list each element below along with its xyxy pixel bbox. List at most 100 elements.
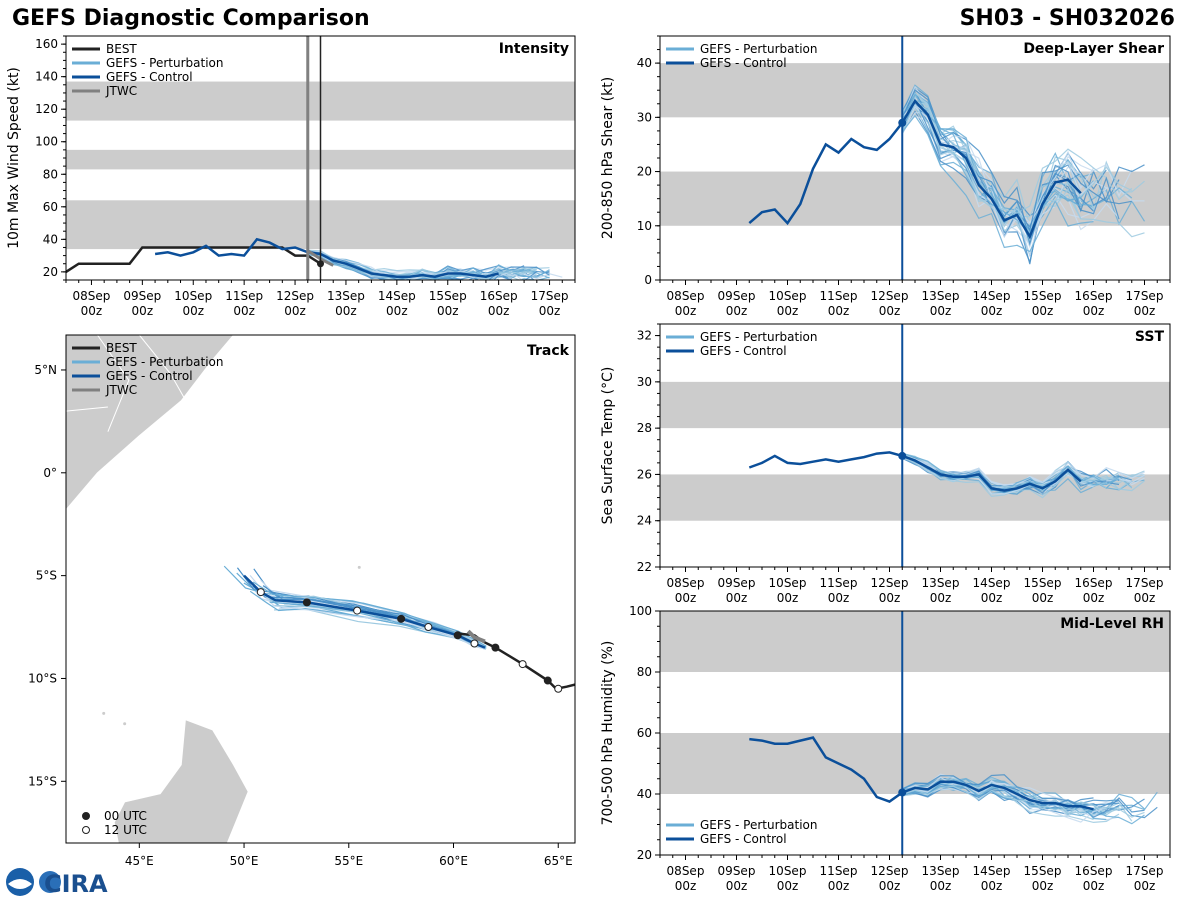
marker-12utc: [353, 606, 362, 615]
x-tick-hour: 00z: [726, 304, 748, 318]
y-tick-label: 80: [637, 665, 652, 679]
x-tick-day: 10Sep: [769, 576, 807, 590]
jtwc-track-line: [466, 629, 486, 644]
x-tick-day: 12Sep: [871, 289, 909, 303]
x-tick-hour: 00z: [81, 304, 103, 318]
x-tick-day: 17Sep: [1126, 576, 1164, 590]
y-tick-label: 40: [43, 232, 58, 246]
x-tick-day: 14Sep: [973, 576, 1011, 590]
x-tick-day: 17Sep: [1126, 864, 1164, 878]
y-tick-label: 0: [644, 273, 652, 287]
legend-label: GEFS - Control: [700, 832, 787, 846]
panel-title: Intensity: [499, 41, 569, 57]
marker-00utc: [302, 598, 311, 607]
y-tick-label: 140: [35, 70, 58, 84]
x-tick-hour: 00z: [828, 304, 850, 318]
gefs-control-line: [749, 736, 1094, 811]
legend-label: GEFS - Control: [106, 70, 193, 84]
x-tick-hour: 00z: [675, 591, 697, 605]
x-tick-hour: 00z: [879, 591, 901, 605]
lon-tick-label: 65°E: [544, 854, 573, 868]
x-tick-hour: 00z: [726, 591, 748, 605]
y-tick-label: 24: [637, 514, 652, 528]
legend-label: GEFS - Control: [700, 344, 787, 358]
perturbation-line: [901, 89, 1120, 247]
x-tick-day: 09Sep: [718, 289, 756, 303]
marker-12utc: [256, 588, 265, 597]
perturbation-line: [901, 91, 1133, 214]
shear-panel: 01020304008Sep00z09Sep00z10Sep00z11Sep00…: [600, 35, 1171, 318]
x-tick-day: 08Sep: [667, 289, 705, 303]
x-tick-hour: 00z: [777, 591, 799, 605]
x-tick-day: 09Sep: [718, 864, 756, 878]
lat-tick-label: 5°N: [34, 363, 57, 377]
marker-00utc: [397, 614, 406, 623]
perturbation-line: [901, 93, 1082, 235]
gefs-control-line: [154, 237, 499, 278]
marker-legend-symbol: [82, 826, 90, 834]
country-border: [138, 335, 193, 412]
y-tick-label: 32: [637, 329, 652, 343]
panel-title: SST: [1135, 329, 1165, 345]
perturbation-track: [252, 581, 487, 647]
lon-tick-label: 60°E: [439, 854, 468, 868]
x-tick-hour: 00z: [1083, 879, 1105, 893]
x-tick-hour: 00z: [981, 591, 1003, 605]
perturbation-track: [243, 582, 486, 650]
marker-00utc: [543, 676, 552, 685]
legend-label: GEFS - Perturbation: [106, 355, 223, 369]
legend-label: GEFS - Control: [700, 56, 787, 70]
x-tick-day: 08Sep: [667, 864, 705, 878]
y-axis-label: 700-500 hPa Humidity (%): [600, 641, 616, 826]
x-tick-day: 15Sep: [1024, 864, 1062, 878]
x-tick-day: 13Sep: [327, 289, 365, 303]
x-tick-day: 16Sep: [1075, 864, 1113, 878]
lat-tick-label: 5°S: [36, 569, 57, 583]
x-tick-hour: 00z: [1083, 304, 1105, 318]
x-tick-day: 10Sep: [769, 864, 807, 878]
africa-landmass: [66, 335, 235, 511]
x-tick-day: 11Sep: [820, 864, 858, 878]
x-tick-hour: 00z: [386, 304, 408, 318]
best-current-marker: [317, 260, 324, 268]
y-tick-label: 80: [43, 167, 58, 181]
gefs-control-line: [748, 99, 1082, 240]
x-tick-day: 16Sep: [1075, 289, 1113, 303]
legend-label: BEST: [106, 341, 137, 355]
marker-12utc: [424, 623, 433, 632]
marker-00utc: [491, 643, 500, 652]
x-tick-hour: 00z: [879, 879, 901, 893]
x-tick-day: 11Sep: [820, 289, 858, 303]
sst-panel: 22242628303208Sep00z09Sep00z10Sep00z11Se…: [600, 323, 1171, 605]
panel-title: Mid-Level RH: [1060, 616, 1164, 632]
perturbation-line: [901, 102, 1133, 242]
marker-legend-symbol: [82, 812, 90, 820]
x-tick-hour: 00z: [1134, 304, 1156, 318]
island: [102, 711, 106, 715]
x-tick-hour: 00z: [1083, 591, 1105, 605]
perturbation-line: [902, 785, 1145, 825]
island: [123, 722, 127, 726]
x-tick-hour: 00z: [981, 879, 1003, 893]
map-frame: [65, 334, 576, 844]
x-tick-day: 09Sep: [718, 576, 756, 590]
y-tick-label: 30: [637, 375, 652, 389]
x-tick-day: 11Sep: [225, 289, 263, 303]
x-tick-hour: 00z: [777, 304, 799, 318]
x-tick-day: 13Sep: [922, 289, 960, 303]
threshold-band: [660, 611, 1170, 672]
marker-12utc: [518, 660, 527, 669]
lon-tick-label: 45°E: [125, 854, 154, 868]
y-tick-label: 60: [637, 726, 652, 740]
gefs-control-line: [748, 451, 1082, 492]
page-title: GEFS Diagnostic Comparison: [12, 6, 370, 31]
legend-label: BEST: [106, 42, 137, 56]
x-tick-hour: 00z: [1032, 879, 1054, 893]
perturbation-track: [283, 596, 485, 650]
x-tick-day: 10Sep: [769, 289, 807, 303]
y-axis-label: Sea Surface Temp (°C): [600, 367, 616, 525]
x-tick-hour: 00z: [182, 304, 204, 318]
control-track-line: [243, 574, 486, 649]
x-tick-hour: 00z: [488, 304, 510, 318]
